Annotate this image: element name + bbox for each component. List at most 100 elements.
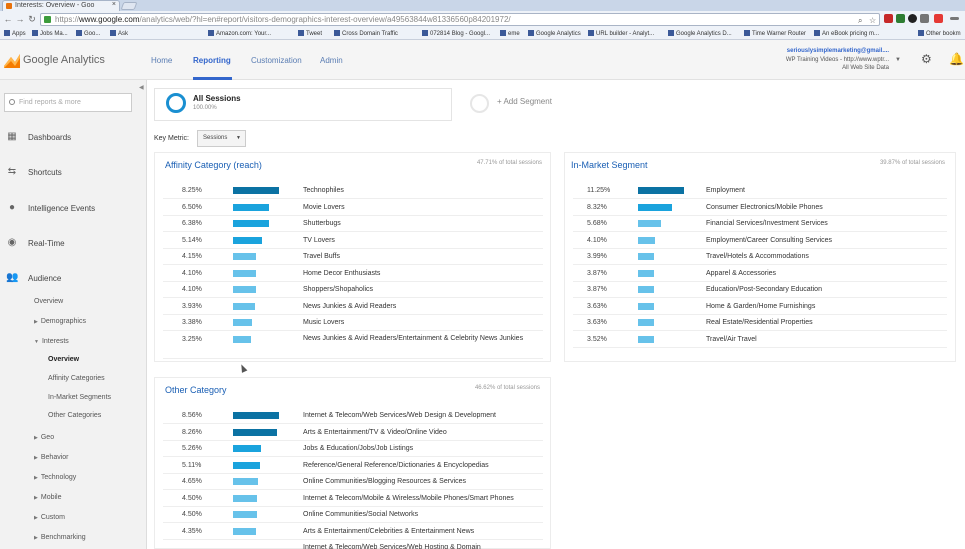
table-row[interactable]: 8.25% Technophiles <box>163 183 543 199</box>
row-label[interactable]: Internet & Telecom/Mobile & Wireless/Mob… <box>303 494 514 502</box>
table-row[interactable]: 4.15% Travel Buffs <box>163 249 543 265</box>
row-label[interactable]: Internet & Telecom/Web Services/Web Desi… <box>303 412 496 419</box>
sidebar-item-dashboards[interactable]: Dashboards <box>28 133 72 142</box>
extension-icon[interactable] <box>920 14 929 23</box>
row-label[interactable]: Online Communities/Social Networks <box>303 511 419 518</box>
row-label[interactable]: Music Lovers <box>303 319 345 326</box>
new-tab-button[interactable] <box>120 2 138 10</box>
table-row[interactable]: 8.26% Arts & Entertainment/TV & Video/Onl… <box>163 425 543 441</box>
row-label[interactable]: Financial Services/Investment Services <box>706 220 828 227</box>
nav-reporting[interactable]: Reporting <box>193 56 231 65</box>
star-icon[interactable]: ☆ <box>869 16 877 25</box>
table-row[interactable]: 3.38% Music Lovers <box>163 315 543 331</box>
table-row[interactable]: 3.63% Real Estate/Residential Properties <box>573 315 947 331</box>
row-label[interactable]: Arts & Entertainment/TV & Video/Online V… <box>303 428 447 436</box>
row-label[interactable]: Education/Post-Secondary Education <box>706 286 822 293</box>
close-icon[interactable]: × <box>111 1 116 8</box>
zoom-icon[interactable]: ⌕ <box>858 16 863 25</box>
row-label[interactable]: Technophiles <box>303 187 344 194</box>
table-row[interactable]: 4.50% Internet & Telecom/Mobile & Wireles… <box>163 491 543 507</box>
menu-icon[interactable] <box>950 17 959 20</box>
row-label[interactable]: Travel Buffs <box>303 253 340 260</box>
bookmark-item[interactable]: Ask <box>110 30 128 37</box>
row-label[interactable]: Travel/Air Travel <box>706 335 757 343</box>
bookmark-item[interactable]: Google Analytics D... <box>668 30 732 37</box>
extension-icon[interactable] <box>884 14 893 23</box>
bookmark-item[interactable]: Time Warner Router <box>744 30 806 37</box>
table-row[interactable]: 5.14% TV Lovers <box>163 233 543 249</box>
row-label[interactable]: Internet & Telecom/Web Services/Web Host… <box>303 544 481 549</box>
bookmark-item[interactable]: Google Analytics <box>528 30 581 37</box>
sidebar-item-benchmarking[interactable]: ▶ Benchmarking <box>34 534 86 541</box>
nav-home[interactable]: Home <box>151 56 173 65</box>
table-row[interactable]: 3.99% Travel/Hotels & Accommodations <box>573 249 947 265</box>
sidebar-item-audience-overview[interactable]: Overview <box>34 298 64 305</box>
bookmark-item[interactable]: URL builder - Analyt... <box>588 30 654 37</box>
bookmark-item[interactable]: Goo... <box>76 30 100 37</box>
row-label[interactable]: Employment <box>706 187 745 194</box>
table-row[interactable]: 3.63% Home & Garden/Home Furnishings <box>573 299 947 315</box>
table-row[interactable]: 4.35% Arts & Entertainment/Celebrities & … <box>163 524 543 540</box>
row-label[interactable]: Travel/Hotels & Accommodations <box>706 253 809 260</box>
table-row[interactable]: 3.87% Education/Post-Secondary Education <box>573 282 947 298</box>
chevron-down-icon[interactable]: ▼ <box>895 57 901 63</box>
sidebar-item-custom[interactable]: ▶ Custom <box>34 514 65 521</box>
bookmark-item[interactable]: An eBook pricing m... <box>814 30 879 37</box>
sidebar-item-affinity-categories[interactable]: Affinity Categories <box>48 375 105 382</box>
bookmark-item[interactable]: Apps <box>4 30 26 37</box>
reload-icon[interactable]: ↻ <box>28 14 36 24</box>
back-icon[interactable]: ← <box>3 14 13 24</box>
affinity-title[interactable]: Affinity Category (reach) <box>165 160 262 170</box>
row-label[interactable]: Home & Garden/Home Furnishings <box>706 302 816 310</box>
address-bar[interactable]: https://www.google.com/analytics/web/?hl… <box>40 13 880 26</box>
bookmark-item[interactable]: eme <box>500 30 520 37</box>
bookmark-item[interactable]: Amazon.com: Your... <box>208 30 271 37</box>
row-label[interactable]: News Junkies & Avid Readers <box>303 302 397 310</box>
search-input[interactable]: Find reports & more <box>4 93 132 112</box>
row-label[interactable]: Arts & Entertainment/Celebrities & Enter… <box>303 527 475 535</box>
key-metric-select[interactable]: Sessions ▼ <box>197 130 246 147</box>
segment-selector[interactable] <box>154 88 452 121</box>
sidebar-item-behavior[interactable]: ▶ Behavior <box>34 454 69 461</box>
table-row[interactable]: 3.25% News Junkies & Avid Readers/Enterta… <box>163 332 543 359</box>
sidebar-item-geo[interactable]: ▶ Geo <box>34 434 55 441</box>
sidebar-item-other-categories[interactable]: Other Categories <box>48 412 102 419</box>
table-row[interactable]: 8.32% Consumer Electronics/Mobile Phones <box>573 200 947 216</box>
account-view[interactable]: All Web Site Data <box>842 65 889 71</box>
bookmark-item[interactable]: Tweet <box>298 30 322 37</box>
logo-text[interactable]: Google Analytics <box>23 54 105 66</box>
table-row[interactable]: 5.11% Reference/General Reference/Diction… <box>163 458 543 474</box>
bell-icon[interactable]: 🔔 <box>949 52 964 66</box>
sidebar-item-technology[interactable]: ▶ Technology <box>34 474 77 481</box>
gear-icon[interactable]: ⚙ <box>921 52 932 66</box>
table-row[interactable]: 3.52% Travel/Air Travel <box>573 332 947 348</box>
table-row[interactable]: 5.68% Financial Services/Investment Servi… <box>573 216 947 232</box>
table-row[interactable]: 8.56% Internet & Telecom/Web Services/Web… <box>163 408 543 424</box>
row-label[interactable]: Real Estate/Residential Properties <box>706 319 813 326</box>
row-label[interactable]: Consumer Electronics/Mobile Phones <box>706 203 823 211</box>
table-row[interactable]: 6.38% Shutterbugs <box>163 216 543 232</box>
bookmark-item[interactable]: Jobs Ma... <box>32 30 68 37</box>
table-row[interactable]: 4.50% Online Communities/Social Networks <box>163 507 543 523</box>
bookmark-item[interactable]: 072814 Blog - Googl... <box>422 30 490 37</box>
table-row[interactable]: 3.87% Apparel & Accessories <box>573 266 947 282</box>
table-row[interactable]: Internet & Telecom/Web Services/Web Host… <box>163 540 543 549</box>
extension-icon[interactable] <box>908 14 917 23</box>
row-label[interactable]: Shoppers/Shopaholics <box>303 286 374 293</box>
forward-icon[interactable]: → <box>15 14 25 24</box>
browser-tab[interactable]: Interests: Overview - Goo × <box>2 0 120 11</box>
row-label[interactable]: TV Lovers <box>303 236 335 244</box>
collapse-icon[interactable]: ◀ <box>139 85 144 91</box>
bookmark-item[interactable]: Other bookm <box>918 30 961 37</box>
row-label[interactable]: News Junkies & Avid Readers/Entertainmen… <box>303 334 524 342</box>
extension-icon[interactable] <box>896 14 905 23</box>
row-label[interactable]: Home Decor Enthusiasts <box>303 269 381 277</box>
bookmark-item[interactable]: Cross Domain Traffic <box>334 30 398 37</box>
sidebar-item-audience[interactable]: Audience <box>28 274 62 283</box>
table-row[interactable]: 6.50% Movie Lovers <box>163 200 543 216</box>
account-property[interactable]: WP Training Videos - http://www.wptr... <box>785 57 889 63</box>
table-row[interactable]: 11.25% Employment <box>573 183 947 199</box>
row-label[interactable]: Movie Lovers <box>303 203 345 211</box>
sidebar-item-demographics[interactable]: ▶ Demographics <box>34 318 86 325</box>
table-row[interactable]: 4.10% Shoppers/Shopaholics <box>163 282 543 298</box>
